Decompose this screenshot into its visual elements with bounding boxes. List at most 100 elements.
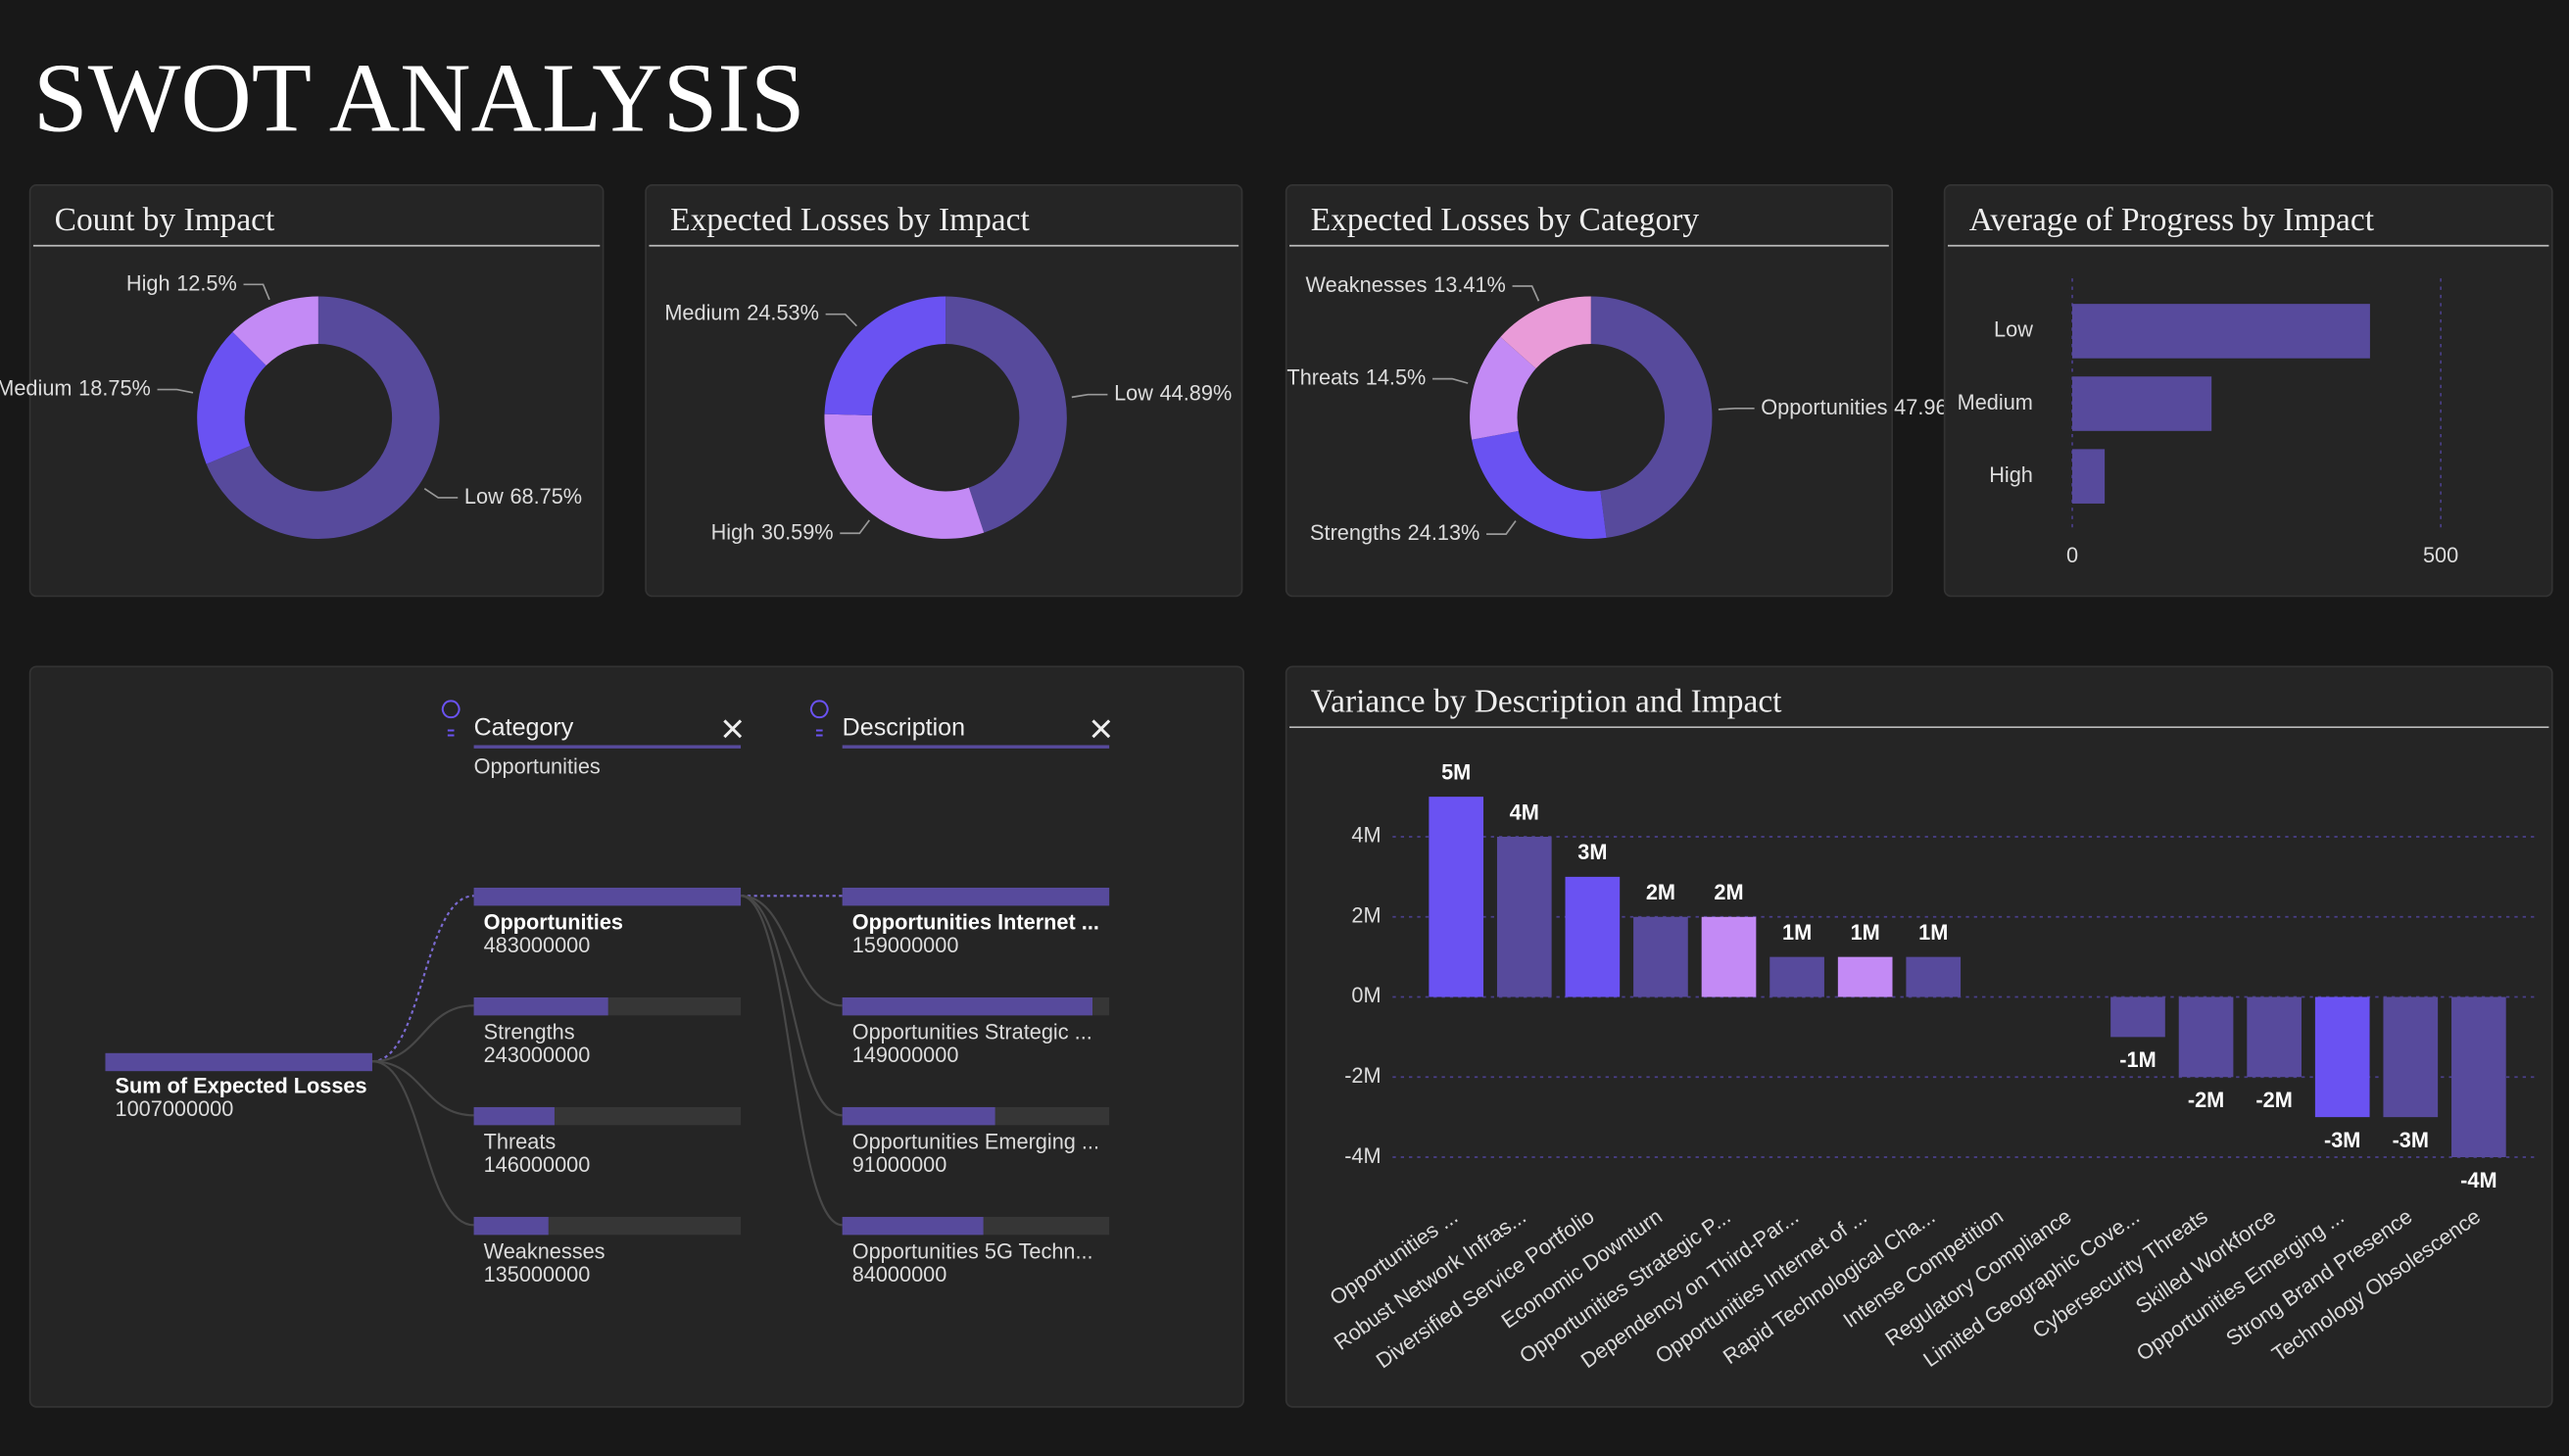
filter-selection: Opportunities (474, 754, 601, 779)
donut-slice (1590, 296, 1713, 538)
slice-value: 13.41% (1433, 272, 1506, 297)
slice-category: Opportunities (1761, 395, 1887, 419)
slice-value: 14.5% (1366, 364, 1427, 389)
data-label: 1M (1918, 920, 1948, 945)
y-tick-label: 4M (1351, 823, 1381, 848)
node-value: 84000000 (852, 1262, 947, 1286)
node-bar[interactable] (842, 996, 1093, 1016)
connector (371, 895, 474, 1063)
node-bar[interactable] (473, 996, 608, 1016)
connector (371, 1004, 474, 1063)
data-label: -2M (2255, 1088, 2292, 1112)
data-label: 2M (1646, 880, 1675, 904)
node-name: Opportunities (484, 909, 623, 934)
data-label: -2M (2188, 1088, 2224, 1112)
connector (371, 1060, 474, 1227)
slice-value: 68.75% (509, 484, 582, 509)
slice-category: Weaknesses (1306, 272, 1428, 297)
bar (1701, 916, 1757, 997)
root-value: 1007000000 (116, 1096, 234, 1121)
slice-label: Low 44.89% (1114, 380, 1232, 405)
node-bar[interactable] (473, 1216, 549, 1236)
filter-clear[interactable] (1091, 719, 1111, 739)
slice-value: 24.13% (1408, 520, 1480, 545)
leader-line (1486, 520, 1517, 535)
filter-field: Category (474, 713, 574, 741)
panel (1284, 665, 2553, 1408)
bar (2072, 449, 2106, 504)
donut-slice (206, 296, 440, 539)
leader-line (1512, 285, 1540, 302)
panel-title: Expected Losses by Impact (670, 202, 1030, 238)
node-value: 149000000 (852, 1043, 959, 1067)
page-title: SWOT ANALYSIS (33, 43, 805, 152)
node-name: Weaknesses (484, 1238, 606, 1263)
slice-category: Strengths (1310, 520, 1401, 545)
donut-slice (1470, 336, 1536, 440)
data-label: 5M (1441, 759, 1471, 784)
bar (2110, 996, 2165, 1038)
bar (1837, 956, 1893, 997)
node-bar[interactable] (473, 1106, 555, 1126)
node-bar[interactable] (842, 1216, 984, 1236)
node-name: Threats (484, 1129, 557, 1153)
bar (2072, 376, 2212, 431)
connector (741, 895, 843, 1007)
slice-value: 30.59% (761, 519, 834, 544)
slice-category: Medium (664, 300, 740, 324)
data-label: 2M (1714, 880, 1743, 904)
node-bar[interactable] (842, 887, 1110, 906)
leader-line (243, 283, 270, 301)
leader-line (825, 313, 857, 327)
y-tick-label: Medium (1958, 390, 2033, 414)
slice-category: Low (464, 484, 504, 509)
panel (645, 184, 1243, 598)
data-label: 1M (1782, 920, 1812, 945)
donut-slice (197, 331, 267, 464)
node-name: Opportunities Internet ... (852, 909, 1099, 934)
node-name: Opportunities 5G Techn... (852, 1238, 1093, 1263)
data-label: 3M (1577, 840, 1607, 864)
panel-title: Count by Impact (55, 202, 275, 238)
data-label: -3M (2324, 1128, 2360, 1152)
panel (1943, 184, 2553, 598)
slice-label: Weaknesses 13.41% (1306, 272, 1506, 297)
slice-category: Threats (1286, 364, 1359, 389)
slice-category: High (126, 270, 170, 295)
bar (1429, 797, 1484, 997)
y-tick-label: 2M (1351, 902, 1381, 927)
bar (1769, 956, 1824, 997)
data-label: 4M (1510, 800, 1539, 824)
x-tick-label: 500 (2423, 543, 2458, 567)
panel-title: Average of Progress by Impact (1969, 202, 2375, 238)
node-value: 483000000 (484, 933, 591, 957)
bar (2072, 304, 2370, 359)
data-label: -1M (2119, 1047, 2156, 1072)
slice-label: Strengths 24.13% (1310, 520, 1479, 545)
bar (2451, 996, 2506, 1158)
filter-clear[interactable] (723, 719, 743, 739)
donut-slice (232, 296, 318, 366)
slice-value: 18.75% (78, 375, 151, 400)
root-name: Sum of Expected Losses (116, 1074, 367, 1098)
node-value: 135000000 (484, 1262, 591, 1286)
leader-line (840, 519, 870, 535)
filter-icon (441, 700, 460, 737)
slice-value: 44.89% (1160, 380, 1233, 405)
donut-slice (1500, 296, 1591, 369)
donut-slice (824, 413, 985, 539)
connector (371, 1060, 474, 1117)
bar (1496, 837, 1552, 997)
leader-line (157, 388, 194, 394)
slice-label: Low 68.75% (464, 484, 582, 509)
node-bar[interactable] (473, 887, 742, 906)
bar (1633, 916, 1688, 997)
node-bar[interactable] (842, 1106, 995, 1126)
slice-label: Opportunities 47.96% (1761, 395, 1966, 419)
slice-category: Low (1114, 380, 1153, 405)
slice-label: Threats 14.5% (1286, 364, 1426, 389)
node-value: 159000000 (852, 933, 959, 957)
bar (2178, 996, 2234, 1078)
